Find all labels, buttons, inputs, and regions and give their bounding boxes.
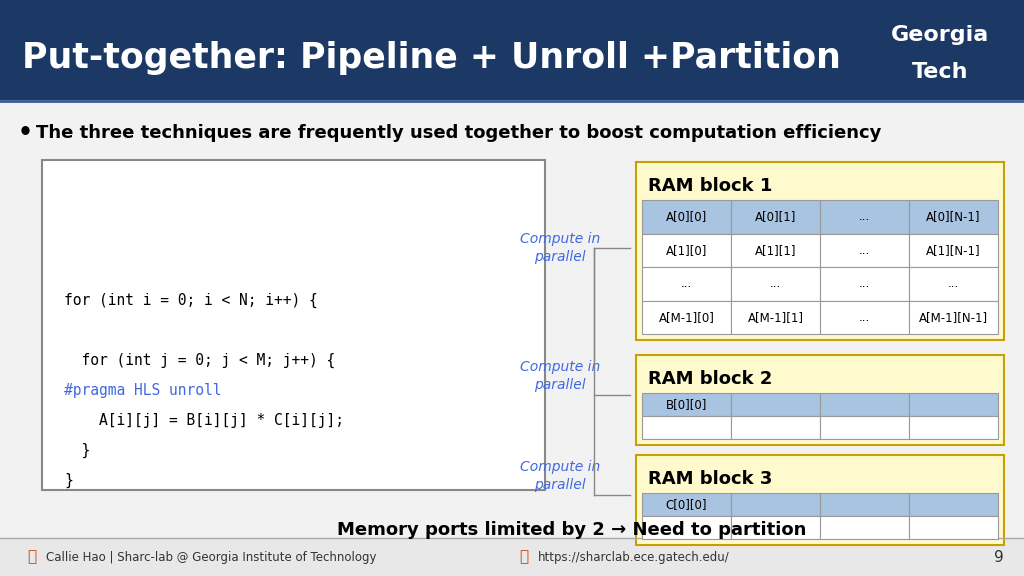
Text: B[0][0]: B[0][0] [666, 398, 708, 411]
Text: Georgia: Georgia [891, 25, 989, 45]
Text: RAM block 1: RAM block 1 [648, 177, 772, 195]
Bar [731, 393, 820, 416]
Bar [642, 493, 731, 516]
Bar [642, 416, 731, 439]
Bar [731, 267, 820, 301]
Text: Callie Hao | Sharc-lab @ Georgia Institute of Technology: Callie Hao | Sharc-lab @ Georgia Institu… [46, 551, 377, 563]
Bar [731, 416, 820, 439]
Text: 9: 9 [994, 550, 1004, 564]
Bar [820, 416, 909, 439]
Text: Compute in
parallel: Compute in parallel [520, 232, 600, 264]
Bar [820, 267, 909, 301]
Bar [909, 200, 998, 233]
Bar [909, 516, 998, 539]
Text: for (int j = 0; j < M; j++) {: for (int j = 0; j < M; j++) { [63, 353, 335, 367]
Text: Tech: Tech [911, 62, 969, 82]
Bar [820, 200, 909, 233]
Bar [909, 393, 998, 416]
Text: ...: ... [859, 310, 870, 324]
Text: }: } [63, 472, 73, 488]
Bar [636, 355, 1004, 445]
Bar [0, 0, 1024, 100]
Text: Compute in
parallel: Compute in parallel [520, 360, 600, 392]
Text: C[0][0]: C[0][0] [666, 498, 708, 511]
Text: A[0][1]: A[0][1] [755, 210, 797, 223]
Text: Memory ports limited by 2 → Need to partition: Memory ports limited by 2 → Need to part… [337, 521, 807, 539]
Bar [636, 162, 1004, 340]
Text: https://sharclab.ece.gatech.edu/: https://sharclab.ece.gatech.edu/ [538, 551, 730, 563]
Text: Compute in
parallel: Compute in parallel [520, 460, 600, 492]
Text: ...: ... [948, 277, 959, 290]
Bar [42, 160, 545, 490]
Text: ...: ... [770, 277, 781, 290]
Bar [642, 516, 731, 539]
Bar [820, 393, 909, 416]
Bar [731, 233, 820, 267]
Bar [642, 267, 731, 301]
Text: ...: ... [681, 277, 692, 290]
Text: ...: ... [859, 210, 870, 223]
Text: RAM block 2: RAM block 2 [648, 370, 772, 388]
Text: ...: ... [859, 244, 870, 257]
Bar [731, 301, 820, 334]
Text: •: • [18, 121, 33, 145]
Text: A[M-1][0]: A[M-1][0] [658, 310, 715, 324]
Text: A[1][N-1]: A[1][N-1] [926, 244, 981, 257]
Bar [642, 200, 731, 233]
Bar [820, 493, 909, 516]
Bar [820, 301, 909, 334]
Text: A[1][0]: A[1][0] [666, 244, 708, 257]
Text: 🏠: 🏠 [519, 550, 528, 564]
Bar [909, 233, 998, 267]
Text: ...: ... [859, 277, 870, 290]
Text: Put-together: Pipeline + Unroll +Partition: Put-together: Pipeline + Unroll +Partiti… [22, 41, 841, 75]
Text: A[i][j] = B[i][j] * C[i][j];: A[i][j] = B[i][j] * C[i][j]; [63, 412, 344, 427]
Bar [731, 493, 820, 516]
Bar [0, 101, 1024, 538]
Bar [0, 538, 1024, 576]
Text: RAM block 3: RAM block 3 [648, 470, 772, 488]
Bar [909, 267, 998, 301]
Bar [642, 393, 731, 416]
Text: A[0][N-1]: A[0][N-1] [927, 210, 981, 223]
Bar [909, 493, 998, 516]
Text: for (int i = 0; i < N; i++) {: for (int i = 0; i < N; i++) { [63, 293, 317, 308]
Text: A[M-1][N-1]: A[M-1][N-1] [919, 310, 988, 324]
Bar [731, 200, 820, 233]
Bar [820, 233, 909, 267]
Text: 🏠: 🏠 [28, 550, 37, 564]
Text: A[0][0]: A[0][0] [666, 210, 708, 223]
Text: }: } [63, 442, 90, 457]
Bar [820, 516, 909, 539]
Text: A[M-1][1]: A[M-1][1] [748, 310, 804, 324]
Bar [909, 301, 998, 334]
Bar [642, 233, 731, 267]
Bar [731, 516, 820, 539]
Bar [636, 455, 1004, 545]
Bar [642, 301, 731, 334]
Bar [909, 416, 998, 439]
Text: #pragma HLS unroll: #pragma HLS unroll [63, 382, 221, 397]
Text: A[1][1]: A[1][1] [755, 244, 797, 257]
Text: The three techniques are frequently used together to boost computation efficienc: The three techniques are frequently used… [36, 124, 882, 142]
